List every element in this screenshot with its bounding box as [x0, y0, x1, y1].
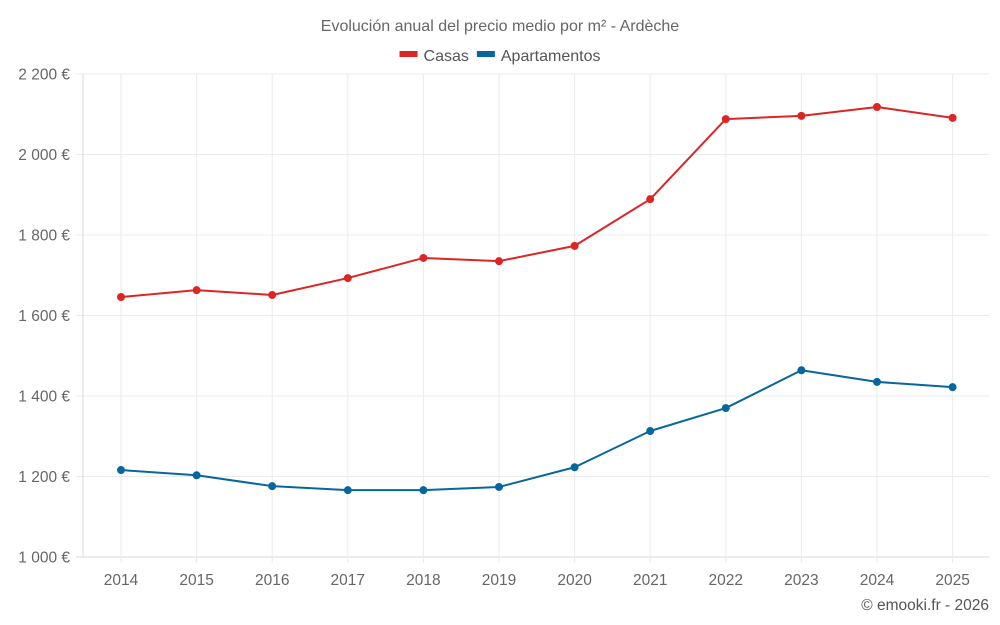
- data-point[interactable]: [873, 377, 881, 386]
- data-point[interactable]: [192, 471, 201, 480]
- series-casas: [117, 103, 957, 301]
- series-line: [120, 369, 953, 492]
- legend: Casas Apartamentos: [399, 48, 601, 65]
- data-point[interactable]: [419, 486, 428, 495]
- data-point[interactable]: [721, 404, 730, 413]
- series-line: [120, 106, 953, 298]
- data-point[interactable]: [797, 111, 806, 120]
- y-tick-label: 1 000 €: [18, 550, 70, 567]
- legend-label: Casas: [424, 48, 469, 65]
- legend-swatch: [399, 51, 418, 57]
- x-tick-label: 2024: [860, 572, 895, 589]
- data-point[interactable]: [948, 383, 957, 392]
- grid: [76, 73, 989, 563]
- data-point[interactable]: [192, 286, 201, 295]
- y-tick-label: 1 200 €: [18, 469, 70, 486]
- legend-item-casas[interactable]: Casas: [399, 48, 469, 65]
- legend-label: Apartamentos: [501, 48, 601, 65]
- series-layer: [117, 103, 957, 495]
- data-point[interactable]: [495, 257, 503, 266]
- data-point[interactable]: [948, 113, 957, 122]
- x-tick-label: 2016: [255, 572, 289, 589]
- chart-title: Evolución anual del precio medio por m² …: [321, 18, 680, 35]
- credit-text: © emooki.fr - 2026: [861, 597, 989, 614]
- x-tick-label: 2021: [633, 572, 667, 589]
- legend-item-apartamentos[interactable]: Apartamentos: [476, 48, 601, 65]
- x-tick-label: 2018: [406, 572, 440, 589]
- x-tick-label: 2020: [557, 572, 592, 589]
- data-point[interactable]: [646, 195, 655, 204]
- x-tick-label: 2014: [104, 572, 139, 589]
- y-tick-label: 1 400 €: [18, 389, 70, 406]
- data-point[interactable]: [721, 115, 730, 124]
- data-point[interactable]: [419, 253, 428, 262]
- data-point[interactable]: [343, 274, 352, 283]
- data-point[interactable]: [495, 482, 503, 491]
- y-tick-label: 2 000 €: [18, 147, 70, 164]
- x-tick-label: 2023: [784, 572, 818, 589]
- data-point[interactable]: [343, 486, 352, 495]
- data-point[interactable]: [268, 290, 277, 299]
- y-tick-label: 2 200 €: [18, 67, 70, 84]
- data-point[interactable]: [117, 466, 125, 475]
- y-axis: 1 000 € 1 200 € 1 400 € 1 600 € 1 800 € 2 000…: [18, 67, 84, 567]
- x-tick-label: 2022: [709, 572, 743, 589]
- x-tick-label: 2025: [935, 572, 969, 589]
- x-axis: 2014 2015 2016 2017 2018 2019 2020 2021 2022 2023…: [104, 572, 970, 589]
- y-tick-label: 1 800 €: [18, 228, 70, 245]
- data-point[interactable]: [646, 427, 655, 436]
- data-point[interactable]: [268, 482, 277, 491]
- y-tick-label: 1 600 €: [18, 308, 70, 325]
- data-point[interactable]: [797, 366, 806, 375]
- series-apartamentos: [117, 366, 957, 495]
- data-point[interactable]: [570, 241, 579, 250]
- x-tick-label: 2017: [331, 572, 365, 589]
- data-point[interactable]: [570, 463, 579, 472]
- data-point[interactable]: [873, 103, 881, 112]
- x-tick-label: 2019: [482, 572, 516, 589]
- legend-swatch: [476, 51, 495, 57]
- x-tick-label: 2015: [179, 572, 213, 589]
- data-point[interactable]: [117, 292, 125, 301]
